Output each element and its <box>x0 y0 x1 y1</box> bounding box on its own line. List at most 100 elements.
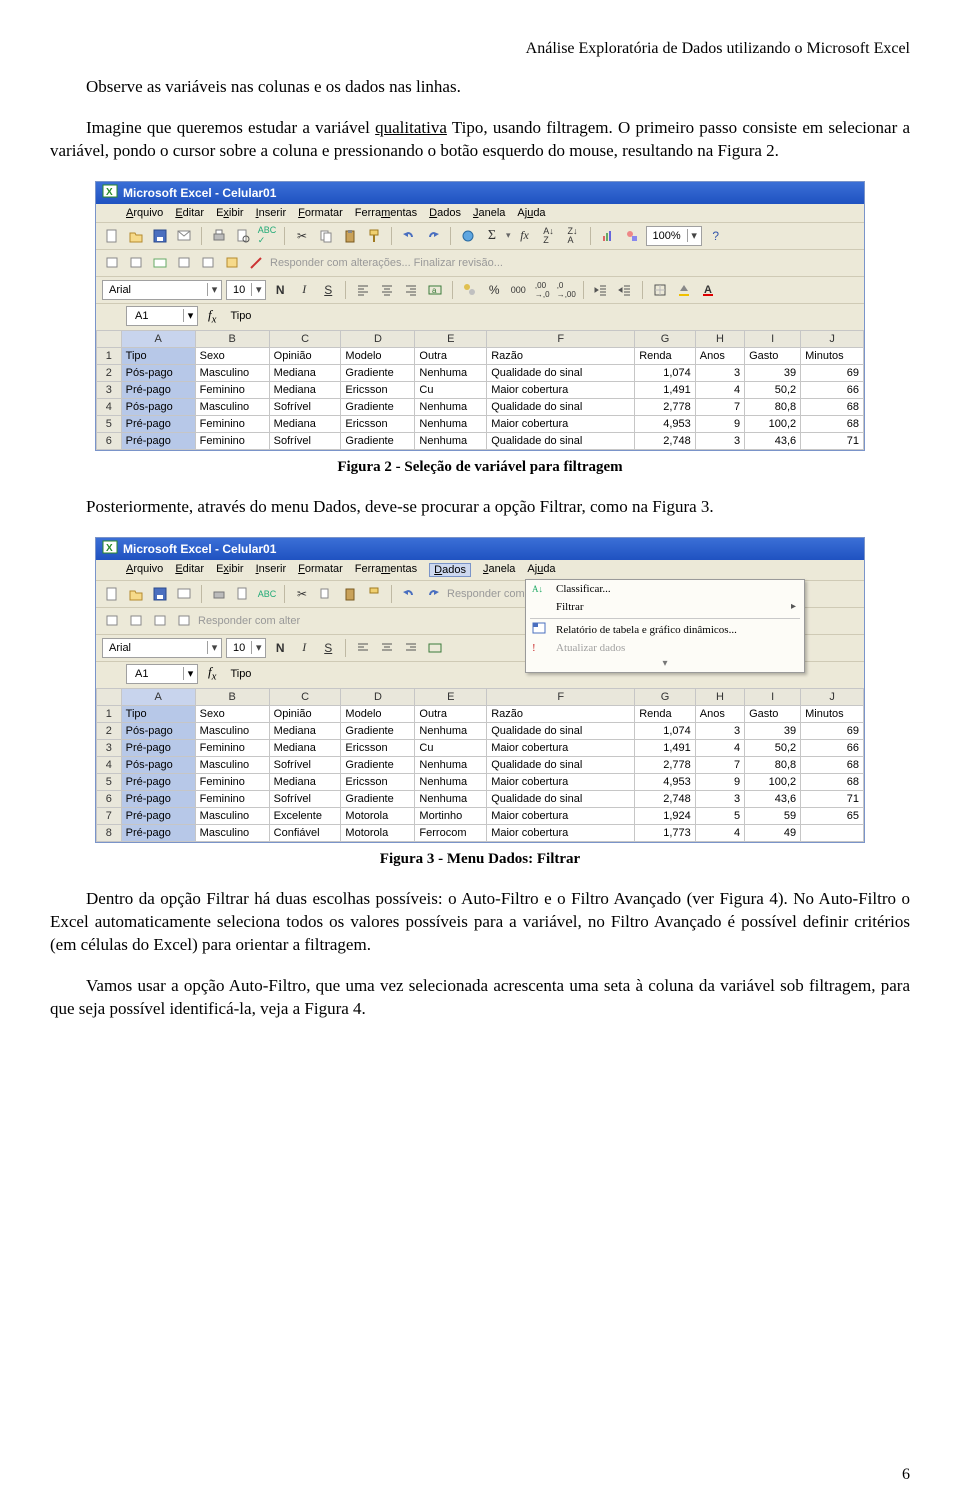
cell[interactable]: 3 <box>695 432 744 449</box>
cell[interactable]: Motorola <box>341 807 415 824</box>
menu-janela[interactable]: Janela <box>483 563 515 577</box>
cell[interactable]: Tipo <box>121 705 195 722</box>
borders-icon[interactable] <box>650 280 670 300</box>
cell[interactable]: 71 <box>801 432 864 449</box>
cell[interactable]: Pós-pago <box>121 364 195 381</box>
menu-bar[interactable]: Arquivo Editar Exibir Inserir Formatar F… <box>96 560 864 581</box>
cell[interactable]: Pré-pago <box>121 381 195 398</box>
col-head-B[interactable]: B <box>195 688 269 705</box>
col-head-H[interactable]: H <box>695 688 744 705</box>
mail-icon[interactable] <box>174 226 194 246</box>
cell[interactable]: Feminino <box>195 432 269 449</box>
spreadsheet-grid-fig3[interactable]: A B C D E F G H I J 1TipoSexoOpiniãoMode… <box>96 688 864 842</box>
data-row[interactable]: 2Pós-pagoMasculinoMedianaGradienteNenhum… <box>97 722 864 739</box>
cell[interactable]: Maior cobertura <box>487 824 635 841</box>
cell[interactable]: Gradiente <box>341 722 415 739</box>
cell[interactable]: Gradiente <box>341 398 415 415</box>
cell[interactable]: Minutos <box>801 705 864 722</box>
copy-icon[interactable] <box>316 226 336 246</box>
menu-item-relatorio[interactable]: Relatório de tabela e gráfico dinâmicos.… <box>526 621 804 639</box>
cell[interactable]: Ericsson <box>341 415 415 432</box>
menu-ajuda[interactable]: Ajuda <box>527 563 555 577</box>
cell[interactable]: Maior cobertura <box>487 739 635 756</box>
cell[interactable]: 68 <box>801 415 864 432</box>
cell[interactable]: Sexo <box>195 705 269 722</box>
cell[interactable]: Ferrocom <box>415 824 487 841</box>
cell[interactable]: Ericsson <box>341 773 415 790</box>
menu-dados[interactable]: Dados <box>429 563 471 577</box>
formula-bar-value[interactable]: Tipo <box>226 310 251 322</box>
cell[interactable]: Masculino <box>195 807 269 824</box>
formula-bar-value[interactable]: Tipo <box>226 668 251 680</box>
cell[interactable]: Gradiente <box>341 432 415 449</box>
cell[interactable]: 1,924 <box>635 807 696 824</box>
cell[interactable]: 43,6 <box>745 432 801 449</box>
cell[interactable]: Feminino <box>195 790 269 807</box>
col-head-E[interactable]: E <box>415 688 487 705</box>
column-header-row[interactable]: A B C D E F G H I J <box>97 688 864 705</box>
percent-icon[interactable]: % <box>484 280 504 300</box>
cell[interactable]: 2,778 <box>635 756 696 773</box>
cell[interactable]: 100,2 <box>745 773 801 790</box>
menu-exibir[interactable]: Exibir <box>216 563 244 577</box>
cell[interactable]: Nenhuma <box>415 756 487 773</box>
cell[interactable]: Cu <box>415 739 487 756</box>
cell[interactable]: 4,953 <box>635 415 696 432</box>
col-head-J[interactable]: J <box>801 330 864 347</box>
cell[interactable]: Nenhuma <box>415 773 487 790</box>
cell[interactable]: Ericsson <box>341 381 415 398</box>
cell[interactable]: Nenhuma <box>415 432 487 449</box>
decrease-indent-icon[interactable] <box>591 280 611 300</box>
cell[interactable]: Modelo <box>341 347 415 364</box>
col-head-B[interactable]: B <box>195 330 269 347</box>
cell[interactable]: 4 <box>695 824 744 841</box>
review-icon-2[interactable] <box>126 253 146 273</box>
review-icon-3[interactable] <box>150 611 170 631</box>
cell[interactable]: Anos <box>695 347 744 364</box>
font-size-combo[interactable]: 10▾ <box>226 280 266 300</box>
cell[interactable]: Excelente <box>269 807 341 824</box>
cell[interactable]: 100,2 <box>745 415 801 432</box>
data-row[interactable]: 5Pré-pagoFemininoMedianaEricssonNenhumaM… <box>97 415 864 432</box>
cell[interactable]: Pós-pago <box>121 722 195 739</box>
cell[interactable]: Gradiente <box>341 364 415 381</box>
menu-item-filtrar[interactable]: Filtrar <box>526 598 804 616</box>
cell[interactable]: Masculino <box>195 722 269 739</box>
save-icon[interactable] <box>150 226 170 246</box>
bold-button[interactable]: N <box>270 638 290 658</box>
menu-ferramentas[interactable]: Ferramentas <box>355 563 417 577</box>
col-head-J[interactable]: J <box>801 688 864 705</box>
cell[interactable]: Ericsson <box>341 739 415 756</box>
review-icon-1[interactable] <box>102 611 122 631</box>
italic-button[interactable]: I <box>294 280 314 300</box>
cell[interactable]: Motorola <box>341 824 415 841</box>
menu-arquivo[interactable]: Arquivo <box>126 563 163 577</box>
col-head-G[interactable]: G <box>635 330 696 347</box>
cell[interactable]: 69 <box>801 722 864 739</box>
cell[interactable]: Renda <box>635 705 696 722</box>
data-row[interactable]: 8Pré-pagoMasculinoConfiávelMotorolaFerro… <box>97 824 864 841</box>
font-name-combo[interactable]: Arial▾ <box>102 280 222 300</box>
save-icon[interactable] <box>150 584 170 604</box>
cell[interactable]: Outra <box>415 705 487 722</box>
cell[interactable]: Masculino <box>195 398 269 415</box>
align-center-icon[interactable] <box>377 638 397 658</box>
cell[interactable]: Maior cobertura <box>487 807 635 824</box>
cell[interactable]: Nenhuma <box>415 722 487 739</box>
cell[interactable]: Pré-pago <box>121 807 195 824</box>
preview-icon[interactable] <box>233 226 253 246</box>
cell[interactable]: Confiável <box>269 824 341 841</box>
col-head-A[interactable]: A <box>121 330 195 347</box>
menu-formatar[interactable]: Formatar <box>298 207 343 219</box>
review-icon-7[interactable] <box>246 253 266 273</box>
cell[interactable]: 1,074 <box>635 364 696 381</box>
cell[interactable]: Nenhuma <box>415 364 487 381</box>
cell[interactable]: Maior cobertura <box>487 773 635 790</box>
increase-indent-icon[interactable] <box>615 280 635 300</box>
cell[interactable]: Pré-pago <box>121 415 195 432</box>
cell[interactable]: 66 <box>801 381 864 398</box>
cut-icon[interactable]: ✂ <box>292 584 312 604</box>
menu-arquivo[interactable]: Arquivo <box>126 207 163 219</box>
paste-icon[interactable] <box>340 584 360 604</box>
cell[interactable]: 7 <box>695 756 744 773</box>
